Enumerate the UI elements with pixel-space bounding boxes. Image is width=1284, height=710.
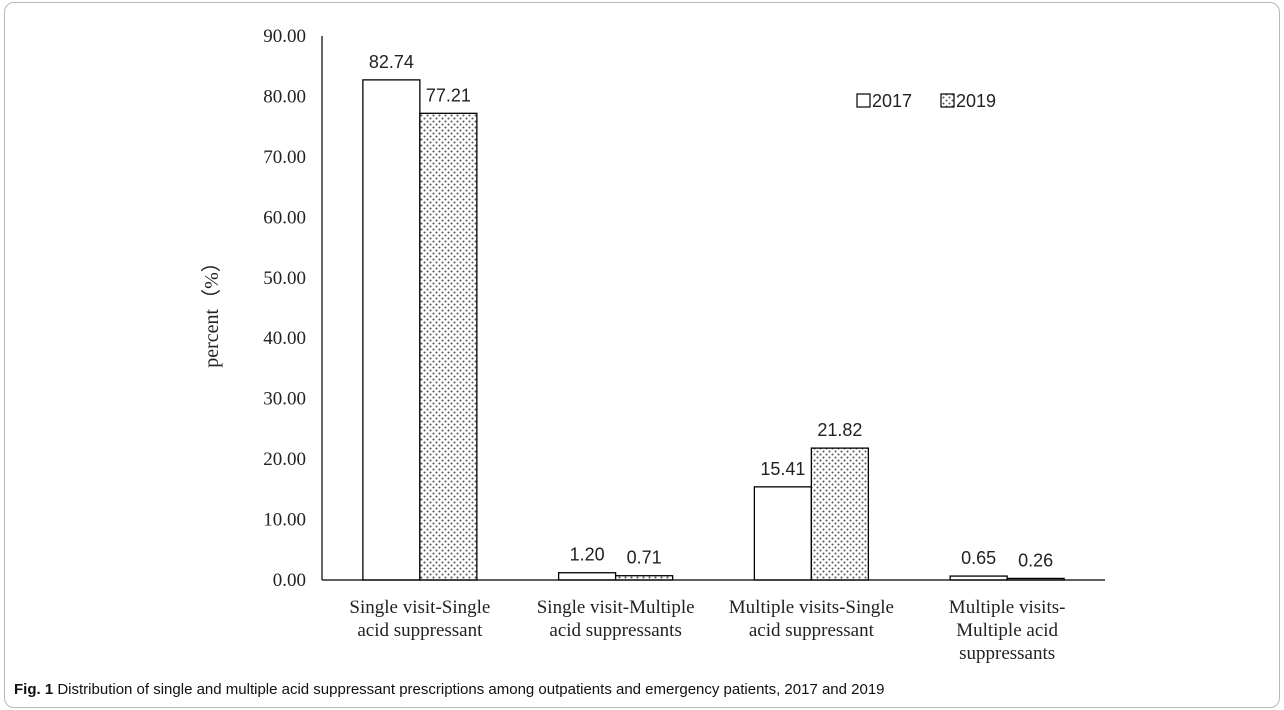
- category-label: Single visit-Single: [349, 597, 490, 618]
- caption-text: Distribution of single and multiple acid…: [57, 681, 885, 698]
- legend-swatch-2017: [856, 93, 871, 108]
- y-tick-label: 50.00: [263, 268, 306, 289]
- data-label-2019: 21.82: [817, 420, 862, 440]
- bar-2017: [753, 486, 813, 581]
- bar-2019: [810, 447, 870, 581]
- bars: [362, 79, 1065, 581]
- caption-label: Fig. 1: [14, 681, 54, 698]
- category-label: acid suppressant: [357, 620, 483, 641]
- y-tick-label: 60.00: [263, 207, 306, 228]
- y-tick-label: 30.00: [263, 389, 306, 410]
- bar-2017: [557, 572, 617, 581]
- category-label: suppressants: [959, 643, 1055, 664]
- category-label: acid suppressant: [749, 620, 875, 641]
- y-tick-label: 20.00: [263, 449, 306, 470]
- figure-frame: [4, 2, 1280, 708]
- y-tick-label: 90.00: [263, 26, 306, 47]
- y-tick-label: 80.00: [263, 86, 306, 107]
- legend-swatch-2019: [940, 93, 955, 108]
- figure-caption: Fig. 1 Distribution of single and multip…: [14, 681, 885, 698]
- data-label-2019: 0.26: [1018, 550, 1053, 570]
- y-axis-label: percent（%）: [200, 252, 223, 368]
- data-label-2017: 0.65: [961, 548, 996, 568]
- data-label-2017: 82.74: [369, 52, 414, 72]
- data-label-2017: 1.20: [570, 545, 605, 565]
- bar-2019: [614, 575, 674, 581]
- bar-2019: [419, 112, 478, 581]
- category-label: Multiple acid: [956, 620, 1058, 641]
- y-tick-label: 70.00: [263, 147, 306, 168]
- data-label-2019: 0.71: [627, 548, 662, 568]
- y-tick-labels: 0.00 10.00 20.00 30.00 40.00 50.00 60.00 70.00 8…: [263, 26, 306, 591]
- category-label: Multiple visits-: [949, 597, 1066, 618]
- y-tick-label: 10.00: [263, 510, 306, 531]
- y-tick-label: 0.00: [273, 570, 306, 591]
- category-label: acid suppressants: [549, 620, 681, 641]
- bar-2017: [362, 79, 421, 581]
- y-tick-label: 40.00: [263, 328, 306, 349]
- data-label-2019: 77.21: [426, 85, 471, 105]
- bar-chart: 0.00 10.00 20.00 30.00 40.00 50.00 60.00 70.00 8…: [200, 26, 1105, 664]
- category-label: Multiple visits-Single: [729, 597, 894, 618]
- legend-label-2019: 2019: [956, 91, 996, 111]
- category-label: Single visit-Multiple: [537, 597, 695, 618]
- legend: 2017 2019: [856, 91, 996, 111]
- data-labels: 82.74 1.20 15.41 0.65 77.21 0.71 21.82 0.26: [369, 52, 1053, 571]
- legend-label-2017: 2017: [872, 91, 912, 111]
- data-label-2017: 15.41: [760, 459, 805, 479]
